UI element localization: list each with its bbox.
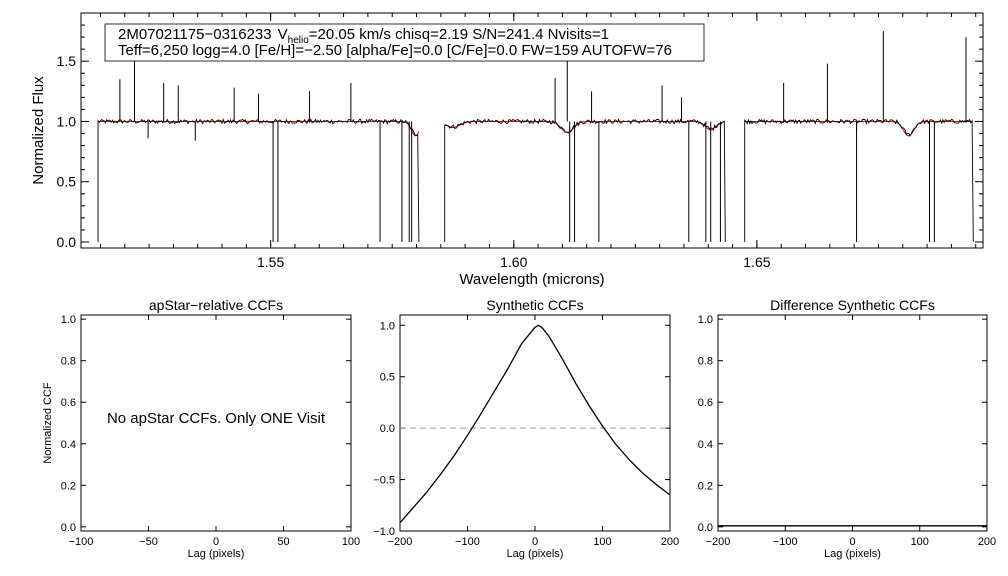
x-tick-label: −200 xyxy=(388,536,413,548)
x-tick-label: 50 xyxy=(277,536,289,548)
x-tick-label: −100 xyxy=(69,536,94,548)
info-line-2: Teff=6,250 logg=4.0 [Fe/H]=−2.50 [alpha/… xyxy=(118,42,672,59)
x-axis-label: Lag (pixels) xyxy=(824,548,881,560)
y-tick-label: 0.8 xyxy=(61,356,76,368)
x-tick-label: 200 xyxy=(661,536,679,548)
vhelio-subscript: helio xyxy=(288,35,310,46)
y-axis-label: Normalized CCF xyxy=(42,382,54,464)
x-tick-label: −50 xyxy=(139,536,158,548)
x-tick-label: 100 xyxy=(342,536,360,548)
y-tick-label: 0.0 xyxy=(57,234,77,250)
observed-spectrum-line xyxy=(97,118,420,243)
y-tick-label: 1.0 xyxy=(698,314,713,326)
x-axis-label: Lag (pixels) xyxy=(188,548,245,560)
x-tick-label: 200 xyxy=(978,536,996,548)
star-id: 2M07021175−0316233 xyxy=(118,26,272,43)
info-values: =20.05 km/s chisq=2.19 S/N=241.4 Nvisits… xyxy=(309,26,609,43)
x-tick-label: 100 xyxy=(911,536,929,548)
spectrum-frame xyxy=(80,12,984,249)
x-tick-label: 0 xyxy=(532,536,538,548)
x-tick-label: 0 xyxy=(849,536,855,548)
y-tick-label: 0.4 xyxy=(61,439,76,451)
info-line-1: 2M07021175−0316233 Vhelio=20.05 km/s chis… xyxy=(118,26,609,46)
spectrum-panel: 1.55 1.60 1.65 0.0 0.5 1.0 1.5 Wavelength (micr… xyxy=(30,12,984,288)
y-tick-label: 1.5 xyxy=(57,53,77,69)
synthetic-ccf-frame xyxy=(399,314,671,532)
x-axis-label: Lag (pixels) xyxy=(507,548,564,560)
x-tick-label: 0 xyxy=(213,536,219,548)
y-tick-label: 0.6 xyxy=(61,397,76,409)
observed-spectrum-line xyxy=(744,118,974,243)
synthetic-ccf-panel: −200 −100 0 100 200 −1.0 −0.5 0.0 0.5 1.0 Lag (pix… xyxy=(373,297,679,560)
y-tick-label: 0.0 xyxy=(380,423,395,435)
y-tick-label: 0.5 xyxy=(57,174,77,190)
y-tick-label: 0.8 xyxy=(698,356,713,368)
y-tick-label: 0.4 xyxy=(698,439,713,451)
y-tick-label: 0.0 xyxy=(698,522,713,534)
no-ccf-message: No apStar CCFs. Only ONE Visit xyxy=(107,410,326,427)
difference-ccf-panel: −200 −100 0 100 200 0.0 0.2 0.4 0.6 0.8 1.0 Lag (pi… xyxy=(698,297,996,560)
y-tick-label: 0.0 xyxy=(61,522,76,534)
y-axis-label: Normalized Flux xyxy=(30,76,47,185)
x-tick-label: 1.65 xyxy=(743,254,770,270)
x-tick-label: −100 xyxy=(455,536,480,548)
apstar-ccf-panel: −100 −50 0 50 100 0.0 0.2 0.4 0.6 0.8 1.0 Lag (pixe… xyxy=(42,297,360,560)
y-tick-label: 0.5 xyxy=(380,372,395,384)
y-tick-label: −0.5 xyxy=(373,475,395,487)
panel-title: Difference Synthetic CCFs xyxy=(770,297,935,313)
x-tick-label: −200 xyxy=(706,536,731,548)
x-tick-label: 1.60 xyxy=(500,254,527,270)
observed-spectrum-line xyxy=(444,118,726,243)
x-tick-label: 100 xyxy=(593,536,611,548)
y-tick-label: −1.0 xyxy=(373,526,395,538)
info-box: 2M07021175−0316233 Vhelio=20.05 km/s chis… xyxy=(104,23,705,62)
x-tick-label: 1.55 xyxy=(257,254,284,270)
model-spectrum-line xyxy=(98,121,420,137)
panel-title: apStar−relative CCFs xyxy=(149,297,283,313)
x-tick-label: −100 xyxy=(773,536,798,548)
model-spectrum-line xyxy=(744,121,973,137)
x-axis-label: Wavelength (microns) xyxy=(459,271,604,288)
y-tick-label: 1.0 xyxy=(380,320,395,332)
y-tick-label: 0.2 xyxy=(698,480,713,492)
synthetic-ccf-line xyxy=(399,324,671,524)
y-tick-label: 1.0 xyxy=(61,314,76,326)
vhelio-label: V xyxy=(278,26,288,43)
y-tick-label: 1.0 xyxy=(57,113,77,129)
panel-title: Synthetic CCFs xyxy=(486,297,583,313)
y-tick-label: 0.6 xyxy=(698,397,713,409)
y-tick-label: 0.2 xyxy=(61,480,76,492)
difference-ccf-frame xyxy=(717,314,988,532)
